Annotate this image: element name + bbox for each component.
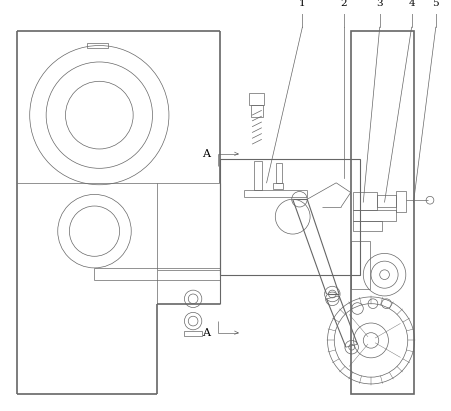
Text: A: A [202, 328, 211, 338]
Bar [377, 195, 396, 207]
Bar [220, 159, 360, 275]
Bar [353, 192, 377, 210]
Bar [396, 191, 406, 212]
Text: 1: 1 [299, 0, 306, 8]
Text: 3: 3 [377, 0, 383, 8]
Bar [254, 161, 262, 189]
Bar [351, 241, 370, 289]
Bar [251, 106, 263, 117]
Text: 5: 5 [433, 0, 439, 8]
Text: 4: 4 [408, 0, 415, 8]
Text: 2: 2 [341, 0, 347, 8]
Text: A: A [202, 149, 211, 159]
Bar [249, 93, 264, 106]
Bar [273, 183, 283, 189]
Bar [353, 222, 382, 231]
Bar [353, 210, 396, 222]
Bar [87, 43, 108, 48]
Bar [276, 164, 282, 183]
Bar [351, 31, 414, 394]
Bar [184, 331, 202, 336]
